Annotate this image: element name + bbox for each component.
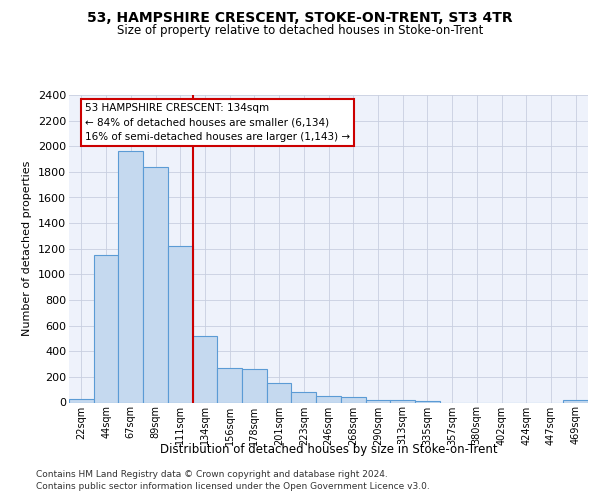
Text: Contains public sector information licensed under the Open Government Licence v3: Contains public sector information licen… bbox=[36, 482, 430, 491]
Text: Contains HM Land Registry data © Crown copyright and database right 2024.: Contains HM Land Registry data © Crown c… bbox=[36, 470, 388, 479]
Bar bbox=[118, 152, 143, 402]
Text: Distribution of detached houses by size in Stoke-on-Trent: Distribution of detached houses by size … bbox=[160, 442, 497, 456]
Bar bbox=[365, 400, 390, 402]
Bar bbox=[267, 382, 292, 402]
Bar bbox=[217, 368, 242, 402]
Bar bbox=[316, 396, 341, 402]
Bar bbox=[94, 255, 118, 402]
Bar bbox=[415, 401, 440, 402]
Bar bbox=[292, 392, 316, 402]
Bar bbox=[563, 400, 588, 402]
Bar bbox=[193, 336, 217, 402]
Bar bbox=[168, 246, 193, 402]
Text: Size of property relative to detached houses in Stoke-on-Trent: Size of property relative to detached ho… bbox=[117, 24, 483, 37]
Bar bbox=[242, 368, 267, 402]
Y-axis label: Number of detached properties: Number of detached properties bbox=[22, 161, 32, 336]
Bar bbox=[341, 396, 365, 402]
Bar bbox=[143, 167, 168, 402]
Bar bbox=[390, 400, 415, 402]
Text: 53, HAMPSHIRE CRESCENT, STOKE-ON-TRENT, ST3 4TR: 53, HAMPSHIRE CRESCENT, STOKE-ON-TRENT, … bbox=[87, 11, 513, 25]
Bar bbox=[69, 398, 94, 402]
Text: 53 HAMPSHIRE CRESCENT: 134sqm
← 84% of detached houses are smaller (6,134)
16% o: 53 HAMPSHIRE CRESCENT: 134sqm ← 84% of d… bbox=[85, 102, 350, 142]
